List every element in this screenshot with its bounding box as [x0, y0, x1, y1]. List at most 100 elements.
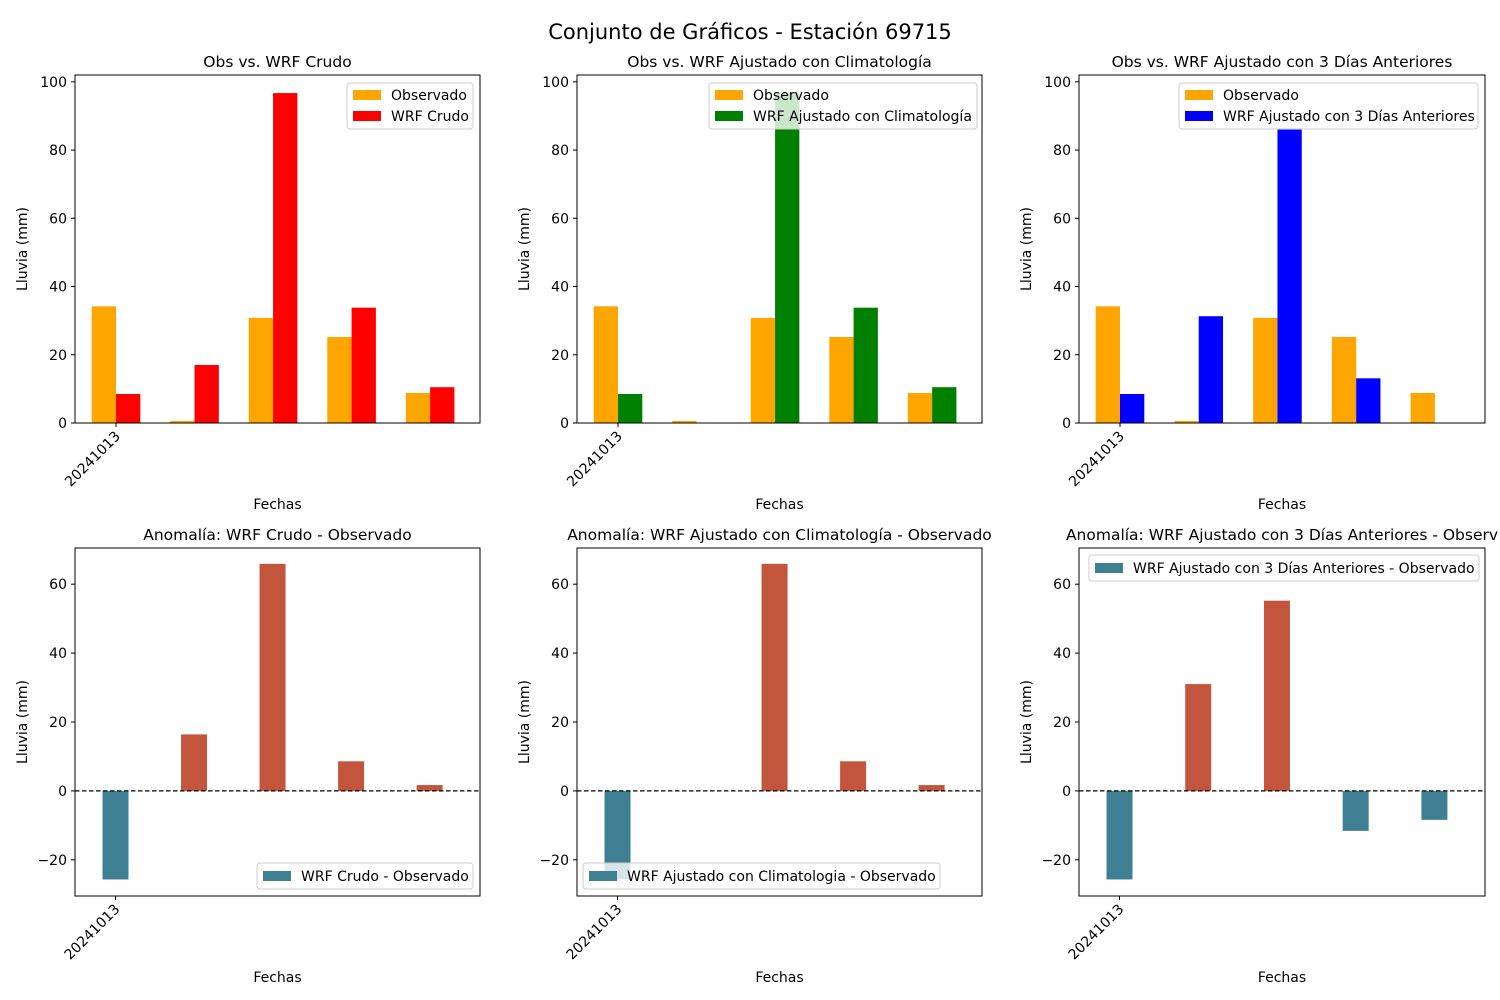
x-axis-label: Fechas — [1258, 970, 1306, 986]
bar-observado-5 — [907, 392, 933, 423]
anomaly-bar-4 — [840, 761, 867, 791]
anomaly-bar-3 — [761, 563, 788, 791]
panel-title: Obs vs. WRF Ajustado con 3 Días Anterior… — [1112, 53, 1453, 71]
bar-wrf-2 — [1198, 316, 1224, 423]
bar-wrf-1 — [618, 394, 643, 423]
y-tick-label: 20 — [551, 348, 569, 364]
chart-panel-2: 0 20 40 60 80 100 20241013 Obs vs. WRF Ajustado… — [517, 53, 983, 513]
y-axis-label: Lluvia (mm) — [517, 207, 533, 291]
y-tick-label: 40 — [551, 280, 569, 296]
bar-observado-5 — [405, 392, 431, 423]
chart-panel-4: −20 0 20 40 60 20241013 Anomalía: WRF Crudo - … — [15, 526, 481, 986]
bar-wrf-3 — [273, 93, 298, 423]
bar-observado-4 — [327, 337, 352, 423]
anomaly-bar-2 — [181, 734, 208, 791]
legend-swatch — [1095, 563, 1123, 573]
anomaly-bar-4 — [338, 761, 365, 791]
y-tick-label: −20 — [37, 853, 67, 869]
panel-title: Anomalía: WRF Ajustado con 3 Días Anteri… — [1066, 526, 1498, 544]
bar-observado-4 — [1331, 337, 1357, 423]
y-tick-label: 0 — [1062, 416, 1071, 432]
anomaly-bar-5 — [918, 785, 945, 791]
legend-swatch — [263, 871, 291, 881]
bar-observado-1 — [1095, 306, 1120, 423]
bar-wrf-1 — [116, 394, 141, 423]
y-tick-label: 100 — [542, 75, 569, 91]
y-axis-label: Lluvia (mm) — [1019, 207, 1035, 291]
bar-wrf-4 — [351, 307, 376, 423]
legend-swatch — [353, 90, 381, 100]
legend-swatch — [715, 90, 743, 100]
x-axis-label: Fechas — [1258, 497, 1306, 513]
anomaly-bar-4 — [1342, 790, 1369, 831]
bar-wrf-4 — [1356, 378, 1381, 423]
legend: Observado WRF Ajustado con Climatología — [708, 82, 978, 130]
y-tick-label: 0 — [58, 416, 67, 432]
axes-frame — [576, 74, 983, 424]
legend: Observado WRF Ajustado con 3 Días Anterio… — [1178, 82, 1479, 130]
y-tick-label: 0 — [1062, 784, 1071, 800]
legend: Observado WRF Crudo — [346, 82, 474, 130]
anomaly-bar-3 — [1263, 600, 1290, 791]
legend-swatch — [353, 111, 381, 121]
x-tick-label: 20241013 — [62, 429, 124, 491]
y-tick-label: 80 — [1053, 143, 1071, 159]
anomaly-bar-5 — [416, 785, 443, 791]
bar-wrf-3 — [1277, 129, 1302, 423]
bar-observado-2 — [672, 420, 697, 423]
y-tick-label: 60 — [1053, 577, 1071, 593]
legend-frame — [582, 862, 941, 890]
x-axis-label: Fechas — [755, 497, 803, 513]
legend-label: WRF Ajustado con Climatología — [753, 109, 972, 125]
bar-observado-1 — [91, 306, 116, 423]
y-tick-label: 100 — [40, 75, 67, 91]
anomaly-bar-5 — [1421, 790, 1448, 820]
bar-observado-3 — [248, 317, 274, 423]
x-axis-label: Fechas — [755, 970, 803, 986]
bar-wrf-2 — [194, 365, 219, 423]
y-tick-label: 0 — [560, 784, 569, 800]
x-axis-label: Fechas — [253, 497, 301, 513]
legend-label: Observado — [753, 88, 829, 104]
y-tick-label: 20 — [1053, 715, 1071, 731]
chart-panel-5: −20 0 20 40 60 20241013 Anomalía: WRF Ajustado… — [517, 526, 992, 986]
y-tick-label: 20 — [49, 348, 67, 364]
y-tick-label: 80 — [49, 143, 67, 159]
axes-frame — [74, 74, 481, 424]
x-tick-label: 20241013 — [1066, 429, 1128, 491]
chart-panel-6: −20 0 20 40 60 20241013 Anomalía: WRF Ajustado… — [1019, 526, 1498, 986]
x-tick-label: 20241013 — [564, 429, 626, 491]
y-tick-label: 60 — [49, 577, 67, 593]
y-tick-label: 100 — [1044, 75, 1071, 91]
y-tick-label: 20 — [1053, 348, 1071, 364]
y-tick-label: 40 — [551, 646, 569, 662]
legend-frame — [708, 82, 978, 130]
anomaly-bar-1 — [102, 790, 129, 880]
bar-wrf-3 — [775, 93, 800, 423]
legend-label: WRF Ajustado con Climatologia - Observad… — [627, 869, 936, 885]
y-tick-label: 60 — [49, 211, 67, 227]
y-tick-label: 80 — [551, 143, 569, 159]
bar-observado-3 — [1253, 317, 1278, 423]
y-axis-label: Lluvia (mm) — [1019, 680, 1035, 764]
bar-wrf-4 — [853, 307, 878, 423]
bar-observado-1 — [593, 306, 618, 423]
bar-observado-2 — [170, 420, 195, 423]
y-tick-label: 20 — [49, 715, 67, 731]
y-tick-label: 0 — [58, 784, 67, 800]
panel-title: Anomalía: WRF Crudo - Observado — [143, 526, 412, 544]
panel-title: Obs vs. WRF Ajustado con Climatología — [627, 53, 932, 71]
legend-frame — [1178, 82, 1479, 130]
y-tick-label: 0 — [560, 416, 569, 432]
y-tick-label: 40 — [49, 646, 67, 662]
x-tick-label: 20241013 — [62, 902, 124, 964]
figure-title: Conjunto de Gráficos - Estación 69715 — [548, 20, 952, 44]
axes-frame — [1078, 74, 1486, 424]
chart-panel-3: 0 20 40 60 80 100 20241013 Obs vs. WRF Ajustado… — [1019, 53, 1486, 513]
legend: WRF Ajustado con 3 Días Anteriores - Obs… — [1088, 554, 1480, 582]
legend-swatch — [715, 111, 743, 121]
legend-swatch — [1185, 111, 1213, 121]
legend-label: Observado — [1223, 88, 1299, 104]
legend-label: WRF Ajustado con 3 Días Anteriores - Obs… — [1133, 561, 1475, 577]
bar-wrf-5 — [932, 387, 957, 423]
